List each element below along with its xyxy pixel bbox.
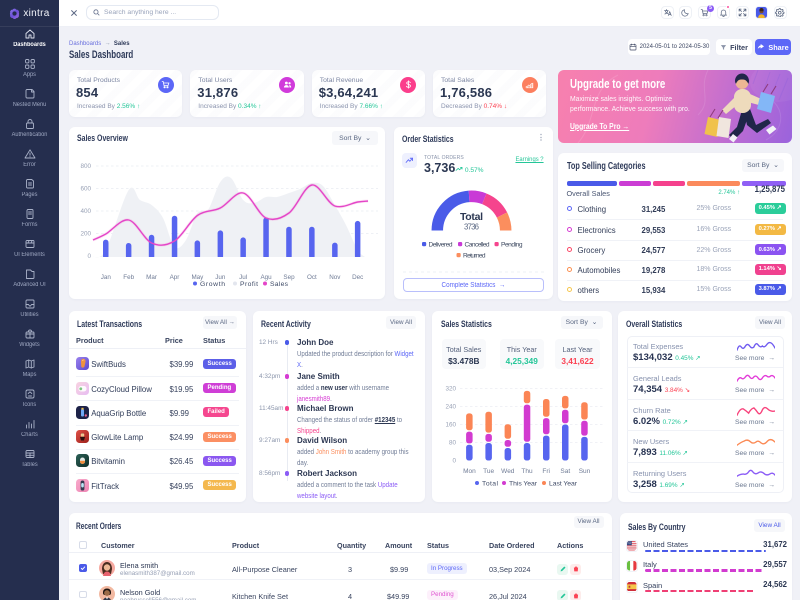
svg-text:Pending: Pending (501, 241, 523, 248)
svg-text:3736: 3736 (464, 223, 479, 232)
svg-text:240: 240 (445, 403, 456, 410)
svg-text:600: 600 (80, 186, 91, 193)
svg-text:200: 200 (80, 231, 91, 238)
svg-text:400: 400 (80, 208, 91, 215)
svg-text:0: 0 (87, 253, 91, 260)
svg-text:Last Year: Last Year (549, 480, 578, 487)
svg-text:Oct: Oct (307, 274, 317, 281)
svg-text:Total: Total (460, 211, 483, 223)
svg-text:Profit: Profit (240, 281, 258, 288)
svg-text:Mon: Mon (463, 468, 476, 475)
svg-text:Sun: Sun (579, 468, 591, 475)
svg-text:Sep: Sep (283, 274, 295, 281)
svg-text:Sales: Sales (270, 281, 289, 288)
svg-text:Delivered: Delivered (429, 241, 453, 248)
svg-text:Cancelled: Cancelled (465, 241, 490, 248)
svg-text:Fri: Fri (542, 468, 550, 475)
svg-text:Agu: Agu (260, 274, 272, 281)
svg-text:May: May (191, 274, 204, 281)
svg-text:Jul: Jul (239, 274, 247, 281)
svg-text:Returned: Returned (463, 252, 486, 259)
svg-text:Feb: Feb (123, 274, 134, 281)
svg-text:Growth: Growth (200, 281, 225, 288)
svg-text:Wed: Wed (501, 468, 515, 475)
svg-text:Jun: Jun (215, 274, 226, 281)
svg-text:Mar: Mar (146, 274, 157, 281)
svg-text:Jan: Jan (101, 274, 112, 281)
svg-text:This Year: This Year (509, 480, 538, 487)
svg-text:160: 160 (445, 421, 456, 428)
svg-text:Tue: Tue (483, 468, 494, 475)
svg-text:Nov: Nov (329, 274, 341, 281)
svg-text:Total: Total (482, 480, 498, 487)
svg-text:Apr: Apr (170, 274, 180, 281)
svg-text:Sat: Sat (560, 468, 570, 475)
svg-text:0: 0 (452, 457, 456, 464)
svg-text:Thu: Thu (521, 468, 533, 475)
svg-text:320: 320 (445, 385, 456, 392)
svg-text:800: 800 (80, 163, 91, 170)
svg-text:Dec: Dec (352, 274, 363, 281)
svg-text:80: 80 (449, 439, 457, 446)
